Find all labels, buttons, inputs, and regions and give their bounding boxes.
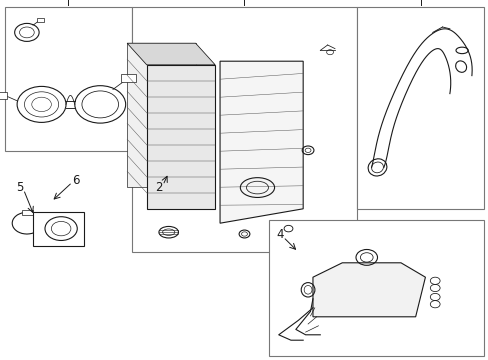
Text: 6: 6 [72,174,80,186]
Bar [132,7,356,252]
Text: 5: 5 [16,181,23,194]
Bar [121,75,136,82]
Bar [268,220,483,356]
Bar [22,210,33,215]
Bar [5,7,132,151]
FancyBboxPatch shape [33,212,84,246]
Bar [146,65,215,209]
Polygon shape [220,61,303,223]
Bar [356,7,483,209]
Text: 4: 4 [275,228,283,240]
Bar [37,18,44,22]
Polygon shape [312,263,425,317]
Text: 2: 2 [155,181,163,194]
Bar [0,92,7,99]
Polygon shape [127,43,215,65]
Polygon shape [127,43,195,187]
